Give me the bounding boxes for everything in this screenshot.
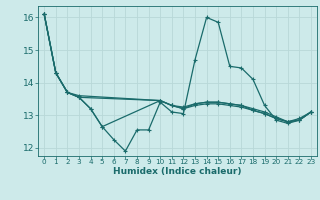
X-axis label: Humidex (Indice chaleur): Humidex (Indice chaleur)	[113, 167, 242, 176]
